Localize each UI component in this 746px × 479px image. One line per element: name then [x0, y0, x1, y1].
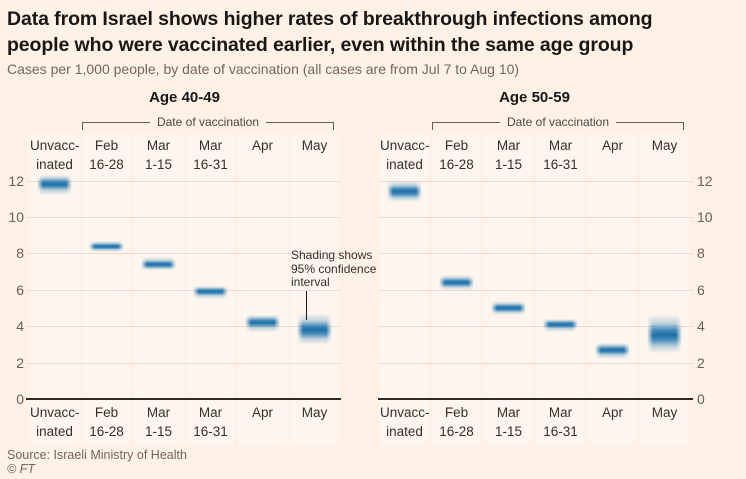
confidence-band [439, 275, 474, 290]
gridline [378, 217, 693, 218]
column-header: Mar 1-15 [494, 138, 523, 172]
y-axis-tick-label: 6 [16, 281, 24, 298]
confidence-band [387, 180, 422, 203]
gridline [26, 217, 341, 218]
chart-title-line-2: people who were vaccinated earlier, even… [7, 34, 634, 56]
column-header: Mar 1-15 [144, 138, 173, 172]
panel-title: Age 50-59 [499, 89, 570, 106]
column-header: Apr [251, 138, 273, 153]
column-header: Feb 16-28 [89, 138, 124, 172]
column-header: Unvacc- inated [380, 138, 430, 172]
x-axis-label: Mar 1-15 [144, 405, 173, 439]
chart-subtitle: Cases per 1,000 people, by date of vacci… [7, 61, 520, 77]
gridline [378, 326, 693, 328]
confidence-band [37, 175, 72, 196]
confidence-band [193, 286, 228, 299]
y-axis-tick-label: 0 [697, 391, 705, 407]
gridline [26, 253, 341, 255]
gridline [26, 289, 341, 291]
bracket-label: Date of vaccination [506, 115, 610, 129]
column-stripe [82, 134, 131, 445]
y-axis-tick-label: 4 [697, 318, 705, 335]
x-axis-label: Unvacc- inated [380, 405, 430, 439]
x-axis-label: Unvacc- inated [30, 405, 80, 439]
bracket-line-right [616, 122, 684, 130]
y-axis-tick-label: 0 [16, 391, 24, 407]
column-header: Mar 16-31 [193, 138, 228, 172]
x-axis-label: Feb 16-28 [439, 405, 474, 439]
confidence-band [595, 342, 630, 359]
gridline [378, 362, 693, 364]
y-axis-tick-label: 4 [16, 318, 24, 335]
y-axis-tick-label: 12 [8, 172, 24, 189]
column-header: Mar 16-31 [543, 138, 578, 172]
y-axis-tick-label: 2 [697, 354, 705, 371]
column-stripe [640, 134, 689, 445]
y-axis-tick-label: 12 [697, 172, 713, 189]
y-axis-tick-label: 10 [697, 209, 713, 225]
panel-title: Age 40-49 [149, 89, 220, 106]
date-of-vaccination-bracket: Date of vaccination [432, 116, 684, 130]
y-axis-tick-label: 8 [697, 245, 705, 262]
x-axis-label: May [301, 405, 328, 420]
column-stripe [588, 134, 637, 445]
x-axis-baseline [378, 398, 693, 400]
column-header: May [651, 138, 678, 153]
x-axis-label: Mar 16-31 [543, 405, 578, 439]
gridline [26, 180, 341, 182]
chart-title-line-1: Data from Israel shows higher rates of b… [7, 8, 653, 30]
bracket-line-right [266, 122, 334, 130]
gridline [26, 326, 341, 328]
column-stripe [134, 134, 183, 445]
gridline [26, 362, 341, 364]
column-stripe [290, 134, 339, 445]
confidence-band [245, 315, 280, 332]
confidence-band [297, 313, 332, 345]
bracket-line-left [432, 122, 500, 130]
column-header: Unvacc- inated [30, 138, 80, 172]
x-axis-label: Mar 16-31 [193, 405, 228, 439]
annotation-text: Shading shows 95% confidence interval [291, 248, 377, 289]
gridline [378, 180, 693, 182]
source-line: Source: Israeli Ministry of Health [7, 448, 187, 462]
y-axis-tick-label: 10 [8, 209, 24, 225]
ft-copyright: © FT [7, 462, 35, 476]
annotation-pointer-line [306, 291, 307, 320]
x-axis-label: Feb 16-28 [89, 405, 124, 439]
confidence-band [543, 318, 578, 332]
column-header: May [301, 138, 328, 153]
gridline [378, 253, 693, 255]
date-of-vaccination-bracket: Date of vaccination [82, 116, 334, 130]
confidence-band [89, 240, 124, 252]
x-axis-label: Apr [601, 405, 623, 420]
column-header: Apr [601, 138, 623, 153]
chart-title: Data from Israel shows higher rates of b… [7, 6, 653, 58]
column-stripe [238, 134, 287, 445]
x-axis-label: May [651, 405, 678, 420]
y-axis-tick-label: 8 [16, 245, 24, 262]
x-axis-baseline [26, 398, 341, 400]
column-header: Feb 16-28 [439, 138, 474, 172]
confidence-band [647, 315, 682, 354]
column-stripe [536, 134, 585, 445]
confidence-band [141, 257, 176, 270]
x-axis-label: Apr [251, 405, 273, 420]
x-axis-label: Mar 1-15 [494, 405, 523, 439]
y-axis-tick-label: 2 [16, 354, 24, 371]
gridline [378, 289, 693, 291]
y-axis-tick-label: 6 [697, 281, 705, 298]
column-stripe [484, 134, 533, 445]
confidence-band [491, 300, 526, 316]
bracket-line-left [82, 122, 150, 130]
bracket-label: Date of vaccination [156, 115, 260, 129]
